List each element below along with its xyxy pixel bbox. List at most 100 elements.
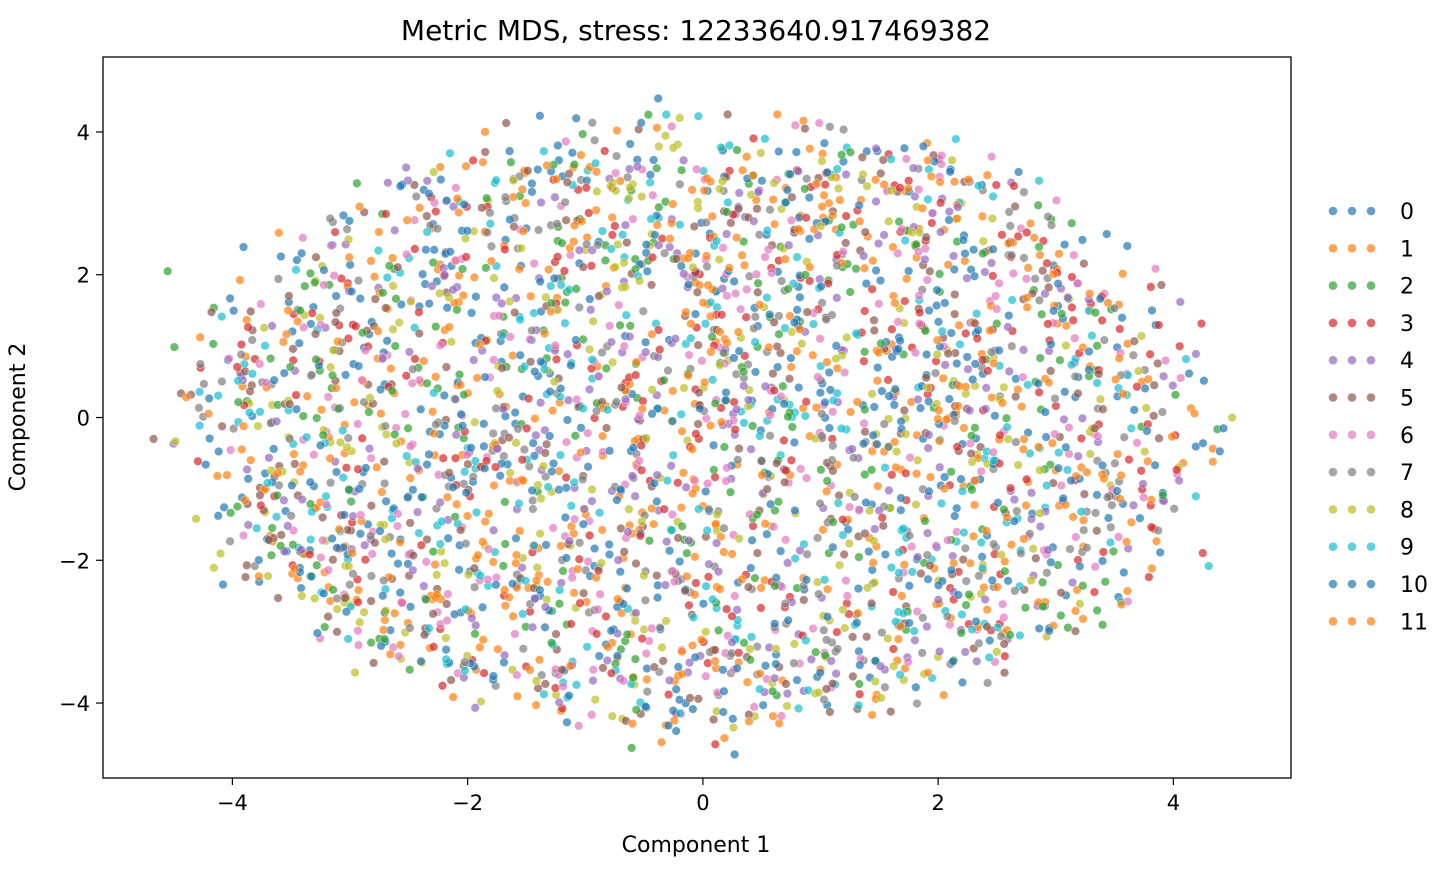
scatter-point-series-5 (958, 554, 968, 565)
scatter-point-series-6 (610, 168, 621, 178)
scatter-point-series-5 (370, 294, 380, 304)
scatter-point-series-4 (536, 197, 546, 208)
scatter-point-series-9 (460, 666, 470, 676)
scatter-point-series-8 (789, 639, 800, 649)
scatter-point-series-9 (306, 534, 316, 545)
scatter-point-series-8 (816, 221, 826, 231)
scatter-point-series-7 (1106, 522, 1116, 532)
scatter-point-series-0 (1097, 556, 1108, 566)
scatter-point-series-10 (527, 178, 537, 189)
scatter-point-series-11 (500, 601, 510, 611)
scatter-point-series-1 (760, 519, 770, 529)
scatter-point-series-3 (305, 549, 315, 560)
scatter-point-series-6 (1069, 250, 1079, 260)
scatter-point-series-2 (384, 261, 395, 271)
scatter-point-series-4 (963, 364, 973, 374)
legend-label: 9 (1400, 536, 1414, 561)
scatter-point-series-1 (526, 291, 536, 301)
scatter-point-series-10 (205, 433, 215, 444)
scatter-point-series-9 (606, 244, 616, 254)
scatter-point-series-11 (1048, 269, 1059, 279)
scatter-point-series-2 (450, 512, 460, 522)
scatter-point-series-6 (648, 190, 658, 200)
scatter-point-series-5 (501, 118, 511, 128)
x-axis: −4 −2 0 2 4 (217, 778, 1180, 815)
scatter-point-series-1 (677, 426, 687, 436)
scatter-point-series-5 (878, 521, 888, 531)
scatter-point-series-9 (621, 310, 631, 320)
scatter-point-series-6 (684, 350, 694, 360)
scatter-point-series-4 (630, 491, 640, 501)
scatter-point-series-7 (879, 419, 889, 429)
scatter-point-series-10 (606, 626, 616, 636)
scatter-point-series-2 (1037, 309, 1047, 319)
legend-marker (1347, 542, 1357, 551)
scatter-point-series-10 (708, 440, 719, 450)
scatter-point-series-5 (379, 457, 389, 467)
scatter-point-series-7 (982, 678, 993, 688)
scatter-point-series-7 (488, 428, 498, 439)
scatter-point-series-8 (862, 181, 872, 191)
scatter-point-series-8 (864, 506, 875, 516)
scatter-point-series-0 (804, 193, 814, 203)
scatter-point-series-4 (440, 270, 450, 280)
scatter-point-series-3 (232, 362, 242, 372)
scatter-point-series-1 (344, 252, 354, 262)
scatter-point-series-2 (866, 465, 877, 475)
scatter-point-series-4 (1003, 322, 1013, 332)
scatter-point-series-9 (617, 230, 628, 240)
scatter-point-series-4 (450, 394, 461, 404)
scatter-point-series-10 (375, 526, 385, 536)
scatter-point-series-2 (854, 679, 864, 689)
scatter-point-series-11 (642, 674, 652, 685)
scatter-point-series-0 (535, 111, 545, 121)
scatter-point-series-10 (615, 567, 625, 577)
scatter-point-series-9 (832, 164, 842, 174)
scatter-point-series-3 (961, 328, 971, 339)
legend-marker (1328, 579, 1338, 589)
scatter-point-series-7 (590, 135, 600, 145)
scatter-point-series-7 (655, 622, 665, 633)
scatter-point-series-2 (300, 281, 310, 291)
scatter-point-series-3 (450, 453, 461, 463)
scatter-point-series-3 (1097, 315, 1107, 326)
scatter-point-series-7 (380, 421, 391, 431)
scatter-point-series-11 (716, 532, 726, 542)
scatter-point-series-3 (1154, 320, 1164, 330)
scatter-point-series-0 (396, 299, 406, 310)
scatter-point-series-11 (556, 541, 566, 551)
scatter-point-series-11 (690, 552, 700, 562)
scatter-point-series-4 (923, 443, 933, 453)
scatter-point-series-11 (1006, 540, 1017, 550)
scatter-point-series-9 (661, 109, 671, 120)
scatter-point-series-9 (587, 355, 597, 365)
scatter-point-series-7 (765, 205, 775, 215)
scatter-point-series-5 (693, 419, 703, 429)
scatter-point-series-0 (585, 294, 595, 304)
scatter-point-series-7 (431, 420, 441, 430)
scatter-point-series-4 (1063, 292, 1073, 303)
scatter-point-series-7 (1169, 504, 1179, 514)
scatter-point-series-5 (217, 421, 227, 431)
scatter-point-series-7 (285, 434, 295, 444)
scatter-point-series-4 (678, 155, 689, 165)
scatter-point-series-4 (625, 332, 635, 342)
scatter-point-series-2 (390, 429, 400, 440)
scatter-point-series-4 (795, 545, 805, 556)
scatter-point-series-8 (170, 436, 181, 446)
scatter-point-series-4 (471, 620, 481, 631)
scatter-point-series-7 (1050, 394, 1060, 404)
scatter-point-series-10 (911, 682, 921, 692)
scatter-point-series-4 (390, 225, 400, 235)
scatter-point-series-1 (868, 558, 878, 568)
scatter-point-series-10 (405, 602, 416, 612)
scatter-point-series-5 (366, 501, 377, 511)
scatter-point-series-0 (946, 565, 957, 575)
scatter-point-series-0 (904, 266, 914, 276)
scatter-point-series-8 (446, 337, 457, 347)
scatter-point-series-4 (769, 673, 780, 683)
legend-marker (1366, 281, 1376, 290)
scatter-point-series-7 (918, 613, 928, 623)
scatter-point-series-11 (1054, 249, 1064, 259)
scatter-point-series-11 (764, 342, 774, 353)
